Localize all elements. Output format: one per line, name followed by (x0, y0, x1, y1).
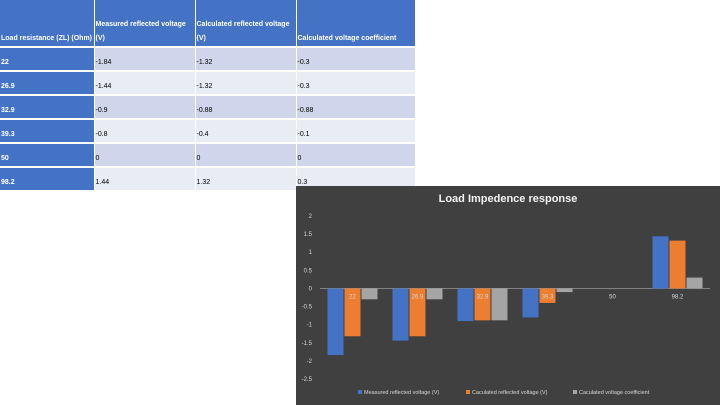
bar (539, 288, 556, 303)
cell-resistance[interactable]: 22 (0, 47, 95, 72)
y-tick-label: -0.5 (302, 305, 313, 311)
cell-measured[interactable]: -1.44 (94, 71, 196, 96)
bar (327, 288, 344, 356)
cell-coefficient[interactable]: 0 (296, 143, 416, 168)
cell-calculated[interactable]: 0 (195, 143, 297, 168)
y-tick-label: -1 (307, 323, 313, 329)
header-voltage-coefficient[interactable]: Calculated voltage coefficient (296, 0, 416, 48)
cell-resistance[interactable]: 39.3 (0, 119, 95, 144)
y-tick-label: -1.5 (302, 341, 313, 347)
bar (522, 288, 539, 318)
legend-label: Measured reflected voltage (V) (364, 390, 439, 396)
bar (474, 288, 491, 321)
cell-coefficient[interactable]: -0.3 (296, 71, 416, 96)
category-label: 26.9 (412, 294, 424, 300)
y-tick-label: 2 (309, 214, 313, 220)
cell-calculated[interactable]: -0.4 (195, 119, 297, 144)
y-tick-label: 0.5 (304, 268, 313, 274)
y-tick-label: 0 (309, 286, 313, 292)
table-row: 39.3 -0.8 -0.4 -0.1 (0, 119, 416, 144)
bar (344, 288, 361, 337)
bar (491, 288, 508, 321)
legend-label: Caculated voltage coefficient (579, 390, 650, 396)
y-tick-label: 1 (309, 250, 313, 256)
cell-calculated[interactable]: -1.32 (195, 71, 297, 96)
bar (361, 288, 378, 300)
bar (556, 288, 573, 293)
cell-measured[interactable]: -0.9 (94, 95, 196, 120)
cell-measured[interactable]: 0 (94, 143, 196, 168)
y-tick-label: 1.5 (304, 232, 313, 238)
cell-coefficient[interactable]: -0.88 (296, 95, 416, 120)
table-header-row: Load resistance (ZL) (Ohm) Measured refl… (0, 0, 416, 48)
category-label: 22 (349, 294, 356, 300)
table-row: 32.9 -0.9 -0.88 -0.88 (0, 95, 416, 120)
category-label: 39.3 (542, 294, 554, 300)
header-calculated-voltage[interactable]: Calculated reflected voltage (V) (195, 0, 297, 48)
data-table: Load resistance (ZL) (Ohm) Measured refl… (0, 0, 416, 192)
cell-coefficient[interactable]: -0.3 (296, 47, 416, 72)
bar (457, 288, 474, 322)
category-label: 32.9 (477, 294, 489, 300)
chart-title: Load Impedence response (439, 193, 578, 205)
bar (652, 236, 669, 289)
cell-measured[interactable]: -0.8 (94, 119, 196, 144)
cell-measured[interactable]: 1.44 (94, 167, 196, 192)
bar (392, 288, 409, 341)
chart-panel[interactable]: Load Impedence response 2 1.5 1 0.5 0 -0.5 -1 -… (296, 186, 720, 405)
table-row: 22 -1.84 -1.32 -0.3 (0, 47, 416, 72)
table-row: 50 0 0 0 (0, 143, 416, 168)
cell-resistance[interactable]: 32.9 (0, 95, 95, 120)
category-label: 50 (609, 294, 616, 300)
table-row: 26.9 -1.44 -1.32 -0.3 (0, 71, 416, 96)
header-load-resistance[interactable]: Load resistance (ZL) (Ohm) (0, 0, 95, 48)
bar-chart: Load Impedence response 2 1.5 1 0.5 0 -0.5 -1 -… (302, 193, 710, 396)
cell-calculated[interactable]: 1.32 (195, 167, 297, 192)
bar (686, 277, 703, 289)
plot-area: 2 1.5 1 0.5 0 -0.5 -1 -1.5 -2 -2.5 22 26.9 32.9 39.3 5… (302, 214, 710, 383)
chart-legend: Measured reflected voltage (V) Caculated … (358, 390, 650, 396)
legend-swatch (573, 390, 577, 394)
category-label: 98.2 (672, 294, 684, 300)
legend-swatch (466, 390, 470, 394)
cell-resistance[interactable]: 50 (0, 143, 95, 168)
header-measured-voltage[interactable]: Measured reflected voltage (V) (94, 0, 196, 48)
cell-calculated[interactable]: -1.32 (195, 47, 297, 72)
cell-resistance[interactable]: 26.9 (0, 71, 95, 96)
cell-measured[interactable]: -1.84 (94, 47, 196, 72)
legend-swatch (358, 390, 362, 394)
cell-calculated[interactable]: -0.88 (195, 95, 297, 120)
bar (426, 288, 443, 300)
y-tick-label: -2.5 (302, 377, 313, 383)
y-tick-label: -2 (307, 359, 313, 365)
legend-label: Caculated reflected voltage (V) (472, 390, 548, 396)
cell-resistance[interactable]: 98.2 (0, 167, 95, 192)
bar (669, 240, 686, 289)
bar (409, 288, 426, 337)
cell-coefficient[interactable]: -0.1 (296, 119, 416, 144)
